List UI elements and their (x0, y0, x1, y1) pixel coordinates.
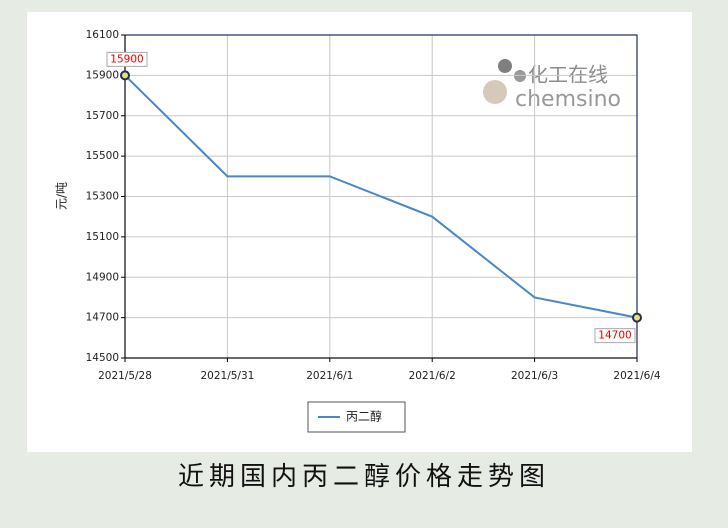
point-marker (120, 70, 130, 81)
y-tick-label: 15900 (86, 69, 119, 81)
y-tick-label: 14700 (86, 312, 119, 324)
y-tick-label: 15500 (86, 150, 119, 162)
x-tick-label: 2021/6/2 (409, 370, 456, 382)
data-label-box (106, 51, 148, 67)
legend-label: 丙二醇 (346, 409, 382, 424)
data-label: 14700 (598, 330, 631, 342)
line-series (124, 74, 638, 319)
y-tick-label: 15100 (86, 231, 119, 243)
watermark: 化工在线 chemsino (483, 59, 621, 112)
x-tick-label: 2021/6/3 (511, 370, 558, 382)
watermark-en: chemsino (515, 87, 621, 112)
caption: 近期国内丙二醇价格走势图 (177, 462, 550, 492)
chart-panel (27, 12, 692, 452)
x-tick-label: 2021/6/1 (306, 370, 353, 382)
chart: 化工在线 chemsino 元/吨 14500 14700 14900 15100 15… (27, 12, 692, 452)
point-marker (632, 312, 642, 323)
x-tick-label: 2021/5/31 (200, 370, 254, 382)
y-tick-label: 15700 (86, 110, 119, 122)
y-tick-label: 16100 (86, 29, 119, 41)
data-label-box (594, 328, 636, 344)
y-tick-label: 14900 (86, 271, 119, 283)
y-tick-label: 15300 (86, 191, 119, 203)
watermark-cn: 化工在线 (528, 63, 608, 87)
y-tick-label: 14500 (86, 352, 119, 364)
data-label: 15900 (110, 53, 143, 65)
x-tick-label: 2021/5/28 (98, 370, 152, 382)
x-tick-label: 2021/6/4 (613, 370, 660, 382)
y-axis-label: 元/吨 (55, 182, 69, 210)
legend: 丙二醇 (307, 401, 406, 433)
